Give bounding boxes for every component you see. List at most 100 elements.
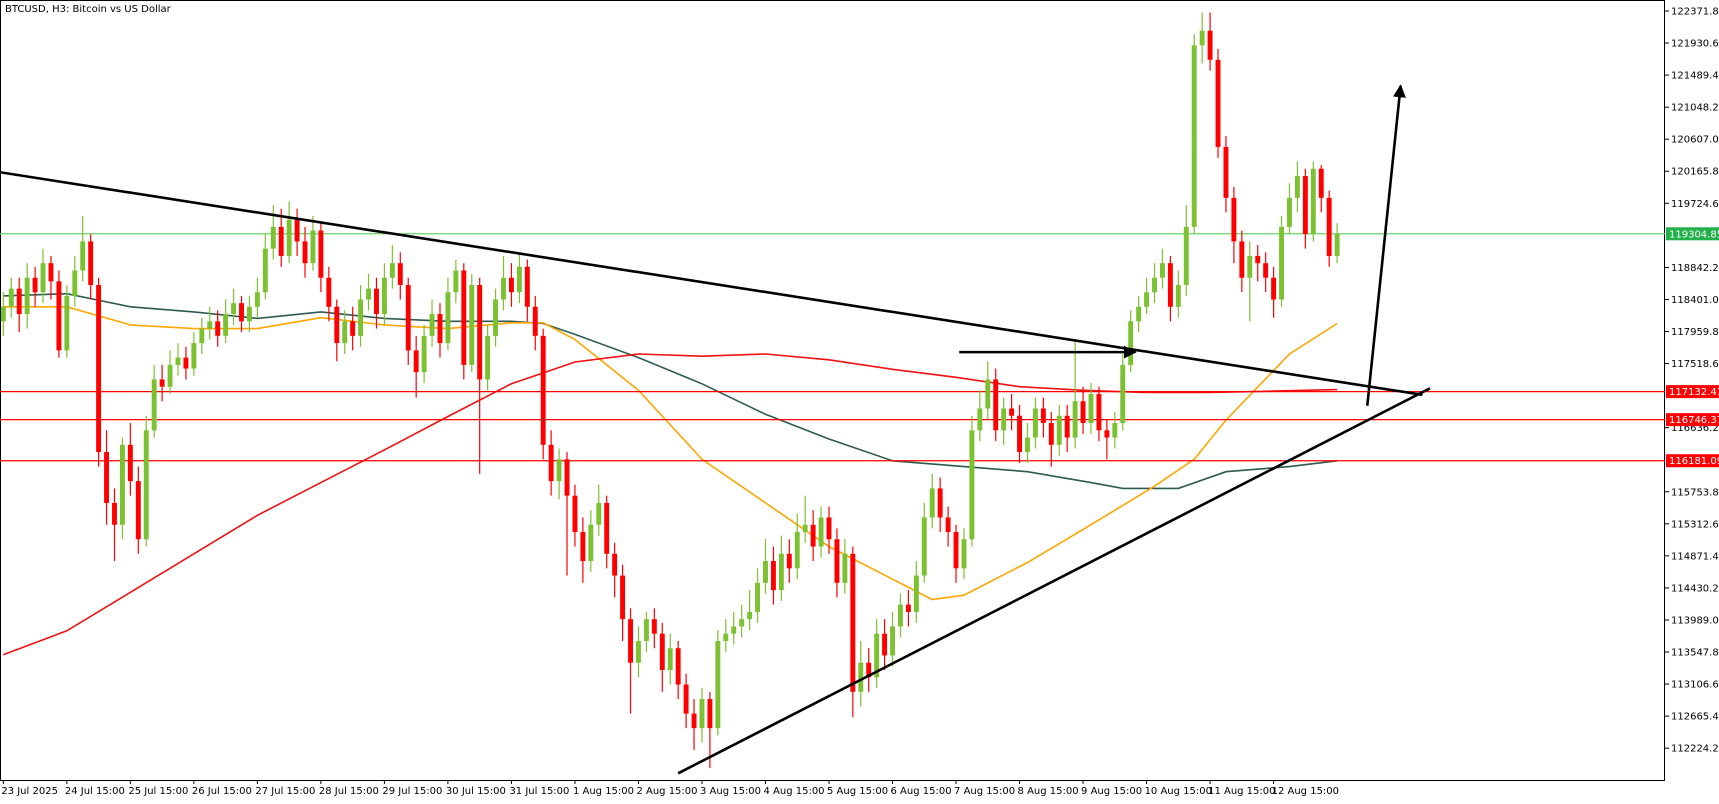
- candle-body: [1223, 146, 1229, 198]
- x-tick-label: 27 Jul 15:00: [255, 786, 315, 797]
- candle-body: [350, 321, 356, 336]
- candle-body: [159, 379, 165, 387]
- candle-body: [1239, 241, 1245, 278]
- y-tick-label: 117518.60: [1671, 359, 1719, 370]
- candle-body: [1112, 423, 1118, 438]
- candle-body: [151, 379, 157, 431]
- candle-body: [1302, 176, 1308, 235]
- candle-body: [1326, 197, 1332, 256]
- candle-body: [453, 270, 459, 293]
- candle-body: [508, 277, 514, 293]
- candle-body: [461, 270, 467, 365]
- candle-body: [985, 379, 991, 409]
- y-tick-label: 121048.20: [1671, 103, 1719, 114]
- candle-body: [1032, 408, 1038, 438]
- x-tick-label: 9 Aug 15:00: [1081, 786, 1142, 797]
- candle-body: [32, 277, 38, 293]
- candle-body: [1040, 408, 1046, 424]
- candle-body: [612, 553, 618, 576]
- candle-body: [294, 219, 300, 242]
- candle-body: [1144, 292, 1150, 307]
- candle-body: [699, 699, 705, 729]
- candle-body: [381, 277, 387, 315]
- y-tick-label: 115753.80: [1671, 487, 1719, 498]
- candle-body: [183, 357, 189, 369]
- candle-body: [246, 306, 252, 322]
- candle-body: [167, 364, 173, 387]
- candle-body: [127, 444, 133, 482]
- x-tick-label: 6 Aug 15:00: [891, 786, 952, 797]
- y-tick-label: 118842.20: [1671, 263, 1719, 274]
- candle-body: [643, 619, 649, 641]
- candle-body: [1088, 393, 1094, 424]
- candle-body: [1120, 364, 1126, 424]
- candle-body: [628, 619, 633, 663]
- candle-body: [874, 633, 880, 678]
- y-tick-label: 120607.00: [1671, 135, 1719, 146]
- candle-body: [651, 619, 657, 634]
- candle-body: [1287, 197, 1292, 227]
- candle-body: [1191, 45, 1197, 227]
- moving-average: [3, 292, 1338, 490]
- candle-body: [64, 295, 70, 351]
- candle-body: [802, 524, 808, 532]
- candle-body: [96, 284, 102, 453]
- candle-body: [683, 684, 689, 714]
- y-tick-label: 120165.80: [1671, 167, 1719, 178]
- candle-body: [715, 640, 721, 729]
- candle-body: [850, 553, 856, 692]
- y-tick-label: 121930.60: [1671, 39, 1719, 50]
- x-tick-label: 2 Aug 15:00: [636, 786, 697, 797]
- candle-body: [1080, 401, 1086, 424]
- candle-body: [88, 241, 94, 285]
- candle-body: [501, 277, 506, 300]
- candle-body: [977, 408, 983, 431]
- arrow: [1365, 84, 1406, 406]
- candle-body: [921, 517, 927, 576]
- candle-body: [532, 306, 538, 336]
- y-tick-label: 122371.80: [1671, 6, 1719, 17]
- candle-body: [326, 277, 332, 307]
- candle-body: [16, 288, 22, 315]
- candle-body: [1048, 423, 1054, 445]
- candle-body: [215, 321, 221, 336]
- candle-body: [1294, 176, 1300, 198]
- candle-body: [636, 640, 641, 663]
- candle-body: [993, 379, 999, 431]
- price-level-box: [1666, 385, 1719, 399]
- candle-body: [1128, 321, 1134, 365]
- y-tick-label: 118401.00: [1671, 295, 1719, 306]
- price-level-box: [1666, 454, 1719, 468]
- x-tick-label: 30 Jul 15:00: [446, 786, 506, 797]
- candle-body: [1255, 255, 1261, 264]
- price-level-box: [1666, 413, 1719, 427]
- y-tick-label: 114871.40: [1671, 551, 1719, 562]
- candle-body: [1310, 168, 1316, 235]
- candle-body: [667, 648, 673, 671]
- y-tick-label: 121489.40: [1671, 71, 1719, 82]
- candle-body: [1096, 393, 1102, 431]
- candle-body: [0, 306, 6, 322]
- candle-body: [897, 604, 903, 627]
- candle-body: [755, 582, 761, 612]
- x-tick-label: 24 Jul 15:00: [65, 786, 125, 797]
- candle-body: [191, 343, 197, 369]
- candle-body: [270, 226, 276, 249]
- candle-body: [929, 488, 935, 518]
- candle-body: [913, 575, 919, 612]
- candle-body: [1279, 226, 1284, 300]
- x-tick-label: 23 Jul 2025: [1, 786, 58, 797]
- x-tick-label: 1 Aug 15:00: [573, 786, 634, 797]
- x-tick-label: 25 Jul 15:00: [128, 786, 188, 797]
- candle-body: [334, 306, 340, 344]
- price-level-box: [1666, 227, 1719, 241]
- candle-body: [310, 230, 316, 264]
- candle-body: [1152, 277, 1157, 293]
- trendline: [677, 387, 1431, 775]
- candle-body: [1136, 306, 1142, 322]
- candle-body: [1231, 197, 1237, 242]
- candle-body: [8, 288, 14, 307]
- candle-body: [207, 321, 213, 329]
- x-tick-label: 8 Aug 15:00: [1018, 786, 1079, 797]
